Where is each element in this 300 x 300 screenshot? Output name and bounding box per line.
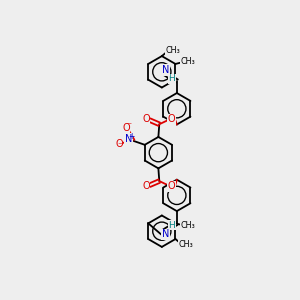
- Text: O: O: [168, 114, 176, 124]
- Text: O: O: [168, 181, 176, 191]
- Text: ⁻: ⁻: [126, 121, 131, 131]
- Text: CH₃: CH₃: [165, 46, 180, 55]
- Text: CH₃: CH₃: [181, 221, 195, 230]
- Text: CH₃: CH₃: [179, 240, 194, 249]
- Text: H: H: [168, 221, 175, 230]
- Text: CH₃: CH₃: [181, 57, 195, 66]
- Text: N: N: [162, 65, 169, 75]
- Text: O: O: [115, 139, 123, 148]
- Text: O: O: [122, 123, 130, 133]
- Text: H: H: [168, 74, 175, 83]
- Text: +: +: [128, 131, 135, 140]
- Text: O: O: [142, 182, 150, 191]
- Text: ⁻: ⁻: [118, 142, 123, 152]
- Text: O: O: [142, 114, 150, 124]
- Text: N: N: [125, 134, 132, 144]
- Text: N: N: [162, 229, 169, 239]
